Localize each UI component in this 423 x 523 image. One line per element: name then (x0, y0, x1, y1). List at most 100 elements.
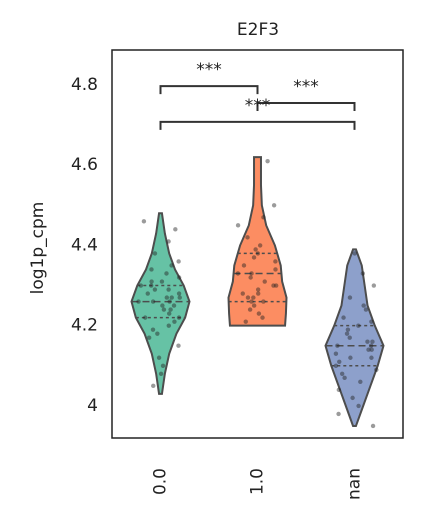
y-tick-label: 4.2 (71, 316, 98, 336)
point (149, 279, 154, 284)
point (347, 335, 352, 340)
point (370, 423, 376, 429)
point (251, 295, 256, 300)
axes-frame (111, 49, 404, 439)
point (169, 263, 174, 268)
point (358, 379, 363, 385)
point (166, 323, 171, 328)
point (271, 283, 276, 288)
point (141, 219, 147, 224)
point (149, 283, 154, 288)
point (255, 251, 261, 256)
point (235, 223, 241, 228)
point (255, 287, 261, 292)
point (261, 215, 266, 220)
point (158, 371, 164, 377)
y-tick-label: 4.6 (71, 155, 98, 175)
point (176, 291, 182, 296)
point (167, 299, 172, 304)
point (240, 291, 245, 296)
point (245, 235, 250, 240)
point (371, 283, 377, 288)
point (369, 355, 374, 360)
point (265, 158, 270, 164)
point (363, 307, 369, 312)
point (136, 299, 141, 304)
point (176, 315, 182, 320)
point (247, 307, 253, 312)
point (176, 259, 181, 264)
point (344, 331, 350, 336)
point (365, 339, 370, 344)
significance-bracket (159, 85, 259, 95)
point (335, 343, 340, 348)
point (166, 287, 171, 292)
point (172, 319, 177, 324)
point (160, 303, 165, 308)
point (161, 307, 167, 312)
point (341, 315, 346, 320)
point (345, 327, 351, 332)
significance-bracket (159, 120, 356, 130)
significance-bracket (256, 101, 356, 111)
point (261, 299, 266, 304)
point (150, 327, 156, 332)
point (249, 299, 254, 304)
point (347, 295, 353, 300)
y-tick-label: 4.8 (71, 75, 98, 95)
point (360, 271, 366, 276)
point (159, 279, 165, 284)
point (164, 271, 169, 276)
point (160, 363, 166, 368)
point (173, 227, 178, 232)
point (251, 303, 257, 308)
point (169, 295, 174, 300)
point (262, 279, 267, 284)
point (271, 203, 277, 208)
point (350, 395, 355, 401)
point (260, 315, 265, 320)
point (156, 355, 162, 360)
point (245, 295, 251, 300)
point (273, 267, 278, 272)
point (257, 243, 263, 248)
point (243, 319, 248, 324)
point (370, 339, 375, 344)
point (241, 263, 247, 268)
x-tick-label: nan (345, 468, 365, 500)
chart-title: E2F3 (237, 20, 279, 40)
point (171, 303, 177, 308)
point (256, 291, 261, 296)
point (167, 311, 172, 316)
point (151, 383, 156, 389)
point (235, 271, 241, 276)
point (333, 351, 339, 356)
point (366, 347, 371, 352)
point (143, 315, 148, 320)
significance-label: *** (293, 77, 319, 97)
point (152, 251, 158, 256)
point (248, 275, 253, 280)
point (166, 239, 171, 244)
point (138, 283, 144, 288)
point (348, 355, 353, 360)
point (146, 335, 152, 340)
point (155, 331, 160, 336)
point (369, 319, 374, 324)
point (356, 403, 361, 409)
point (339, 371, 345, 377)
point (152, 287, 158, 292)
point (342, 375, 347, 381)
significance-label: *** (196, 60, 222, 80)
point (273, 259, 278, 264)
y-axis-label: log1p_cpm (28, 202, 48, 295)
point (249, 271, 254, 276)
point (352, 251, 357, 256)
point (168, 307, 173, 312)
y-tick-label: 4 (87, 396, 98, 416)
point (369, 347, 374, 352)
point (336, 387, 342, 393)
point (333, 363, 339, 368)
point (176, 343, 181, 348)
